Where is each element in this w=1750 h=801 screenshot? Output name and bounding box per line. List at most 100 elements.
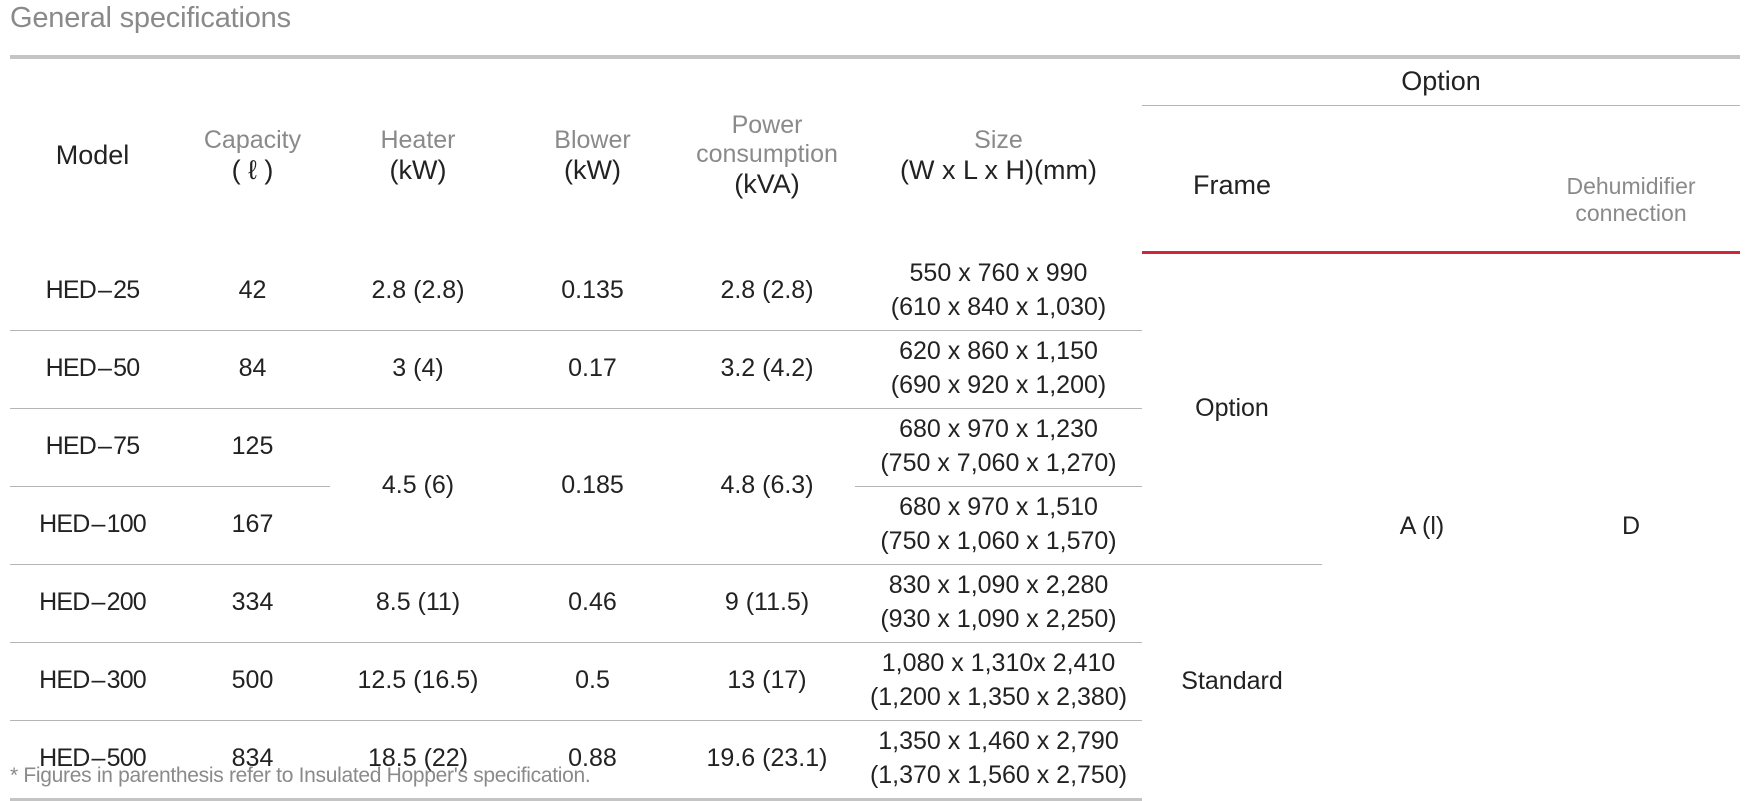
header-blower-label: Blower	[554, 125, 631, 154]
size-insulated: (610 x 840 x 1,030)	[890, 293, 1107, 321]
cell-power: 2.8 (2.8)	[679, 252, 855, 331]
model-number: 75	[113, 432, 140, 461]
cell-capacity: 125	[175, 408, 330, 487]
cell-blower: 0.5	[506, 642, 679, 721]
model-dash: –	[98, 276, 112, 305]
header-power-label-2: consumption	[696, 140, 838, 169]
table-row: HED–200 334 8.5 (11) 0.46 9 (11.5) 830 x…	[10, 564, 1740, 695]
model-dash: –	[91, 588, 105, 617]
cell-size: 550 x 760 x 990 (610 x 840 x 1,030)	[855, 252, 1142, 331]
size-main: 1,350 x 1,460 x 2,790	[878, 727, 1119, 756]
size-insulated: (690 x 920 x 1,200)	[890, 371, 1107, 399]
model-prefix: HED	[45, 432, 97, 461]
model-prefix: HED	[45, 276, 97, 305]
cell-size: 620 x 860 x 1,150 (690 x 920 x 1,200)	[855, 330, 1142, 409]
cell-blower: 0.46	[506, 564, 679, 643]
cell-blower: 0.88	[506, 720, 679, 801]
header-heater-unit: (kW)	[389, 154, 447, 185]
model-dash: –	[91, 510, 105, 539]
model-prefix: HED	[39, 588, 90, 617]
cell-model: HED–500	[10, 720, 175, 801]
spec-table: Model Capacity ( ℓ ) Heater (kW) Blower …	[10, 59, 1741, 801]
cell-size: 830 x 1,090 x 2,280 (930 x 1,090 x 2,250)	[855, 564, 1142, 643]
header-power-label-1: Power	[731, 111, 803, 140]
cell-frame-standard: Standard	[1181, 666, 1283, 695]
page-title: General specifications	[10, 2, 291, 34]
cell-blower: 0.185	[506, 408, 679, 565]
size-insulated: (930 x 1,090 x 2,250)	[880, 605, 1117, 633]
cell-capacity: 42	[175, 252, 330, 331]
header-model: Model	[10, 59, 175, 253]
header-heater: Heater (kW)	[330, 59, 506, 253]
size-insulated: (1,200 x 1,350 x 2,380)	[869, 683, 1128, 711]
header-option-blank	[1322, 105, 1522, 254]
cell-power: 19.6 (23.1)	[679, 720, 855, 801]
size-main: 1,080 x 1,310x 2,410	[881, 649, 1116, 678]
model-number: 50	[113, 354, 140, 383]
cell-power: 3.2 (4.2)	[679, 330, 855, 409]
header-option-group: Option	[1142, 59, 1741, 106]
cell-model: HED–100	[10, 486, 175, 565]
model-dash: –	[98, 432, 112, 461]
header-heater-label: Heater	[380, 125, 456, 154]
cell-power: 13 (17)	[679, 642, 855, 721]
header-capacity-unit: ( ℓ )	[231, 154, 274, 185]
header-dehumidifier-label-1: Dehumidifier	[1566, 173, 1696, 200]
size-main: 620 x 860 x 1,150	[899, 337, 1098, 366]
model-prefix: HED	[39, 666, 90, 695]
cell-blower: 0.17	[506, 330, 679, 409]
size-insulated: (1,370 x 1,560 x 2,750)	[869, 761, 1128, 789]
header-option-label: Option	[1401, 66, 1481, 97]
cell-capacity: 500	[175, 642, 330, 721]
cell-dehumidifier-value: D	[1621, 511, 1641, 540]
cell-size: 1,350 x 1,460 x 2,790 (1,370 x 1,560 x 2,…	[855, 720, 1142, 801]
model-number: 500	[106, 744, 147, 773]
cell-heater: 3 (4)	[330, 330, 506, 409]
header-power: Power consumption (kVA)	[679, 59, 855, 253]
header-frame-label: Frame	[1192, 169, 1271, 200]
size-main: 680 x 970 x 1,230	[899, 415, 1098, 444]
cell-heater: 4.5 (6)	[330, 408, 506, 565]
header-dehumidifier: Dehumidifier connection	[1522, 105, 1741, 254]
size-insulated: (750 x 7,060 x 1,270)	[880, 449, 1117, 477]
table-row: HED–300 500 12.5 (16.5) 0.5 13 (17) 1,08…	[10, 642, 1740, 721]
header-power-unit: (kVA)	[734, 168, 800, 199]
cell-size: 680 x 970 x 1,510 (750 x 1,060 x 1,570)	[855, 486, 1142, 565]
cell-capacity: 834	[175, 720, 330, 801]
header-blower: Blower (kW)	[506, 59, 679, 253]
header-model-label: Model	[55, 140, 130, 171]
header-blower-unit: (kW)	[564, 154, 621, 185]
cell-model: HED–300	[10, 642, 175, 721]
model-prefix: HED	[39, 744, 90, 773]
header-frame: Frame	[1142, 105, 1322, 254]
model-dash: –	[98, 354, 112, 383]
table-body: HED–25 42 2.8 (2.8) 0.135 2.8 (2.8) 550 …	[10, 252, 1740, 801]
size-main: 550 x 760 x 990	[909, 259, 1088, 288]
header-size-label: Size	[974, 125, 1023, 154]
table-row: HED–100 167 680 x 970 x 1,510 (750 x 1,06…	[10, 486, 1740, 565]
model-number: 100	[106, 510, 147, 539]
cell-power: 4.8 (6.3)	[679, 408, 855, 565]
cell-model: HED–25	[10, 252, 175, 331]
model-prefix: HED	[45, 354, 97, 383]
header-size-unit: (W x L x H)(mm)	[900, 154, 1097, 185]
model-dash: –	[91, 666, 105, 695]
size-main: 830 x 1,090 x 2,280	[888, 571, 1109, 600]
cell-heater: 8.5 (11)	[330, 564, 506, 643]
cell-capacity: 167	[175, 486, 330, 565]
size-insulated: (750 x 1,060 x 1,570)	[880, 527, 1117, 555]
footnote: * Figures in parenthesis refer to Insula…	[10, 764, 591, 787]
table-row: HED–50 84 3 (4) 0.17 3.2 (4.2) 620 x 860…	[10, 330, 1740, 409]
cell-size: 680 x 970 x 1,230 (750 x 7,060 x 1,270)	[855, 408, 1142, 487]
table-row: HED–500 834 18.5 (22) 0.88 19.6 (23.1) 1…	[10, 720, 1740, 801]
model-number: 25	[113, 276, 140, 305]
table-row: HED–25 42 2.8 (2.8) 0.135 2.8 (2.8) 550 …	[10, 252, 1740, 565]
header-capacity: Capacity ( ℓ )	[175, 59, 330, 253]
cell-power: 9 (11.5)	[679, 564, 855, 643]
header-size: Size (W x L x H)(mm)	[855, 59, 1142, 253]
cell-option-value: A (l)	[1399, 511, 1445, 540]
model-number: 300	[106, 666, 147, 695]
cell-blower: 0.135	[506, 252, 679, 331]
model-dash: –	[91, 744, 105, 773]
cell-capacity: 334	[175, 564, 330, 643]
